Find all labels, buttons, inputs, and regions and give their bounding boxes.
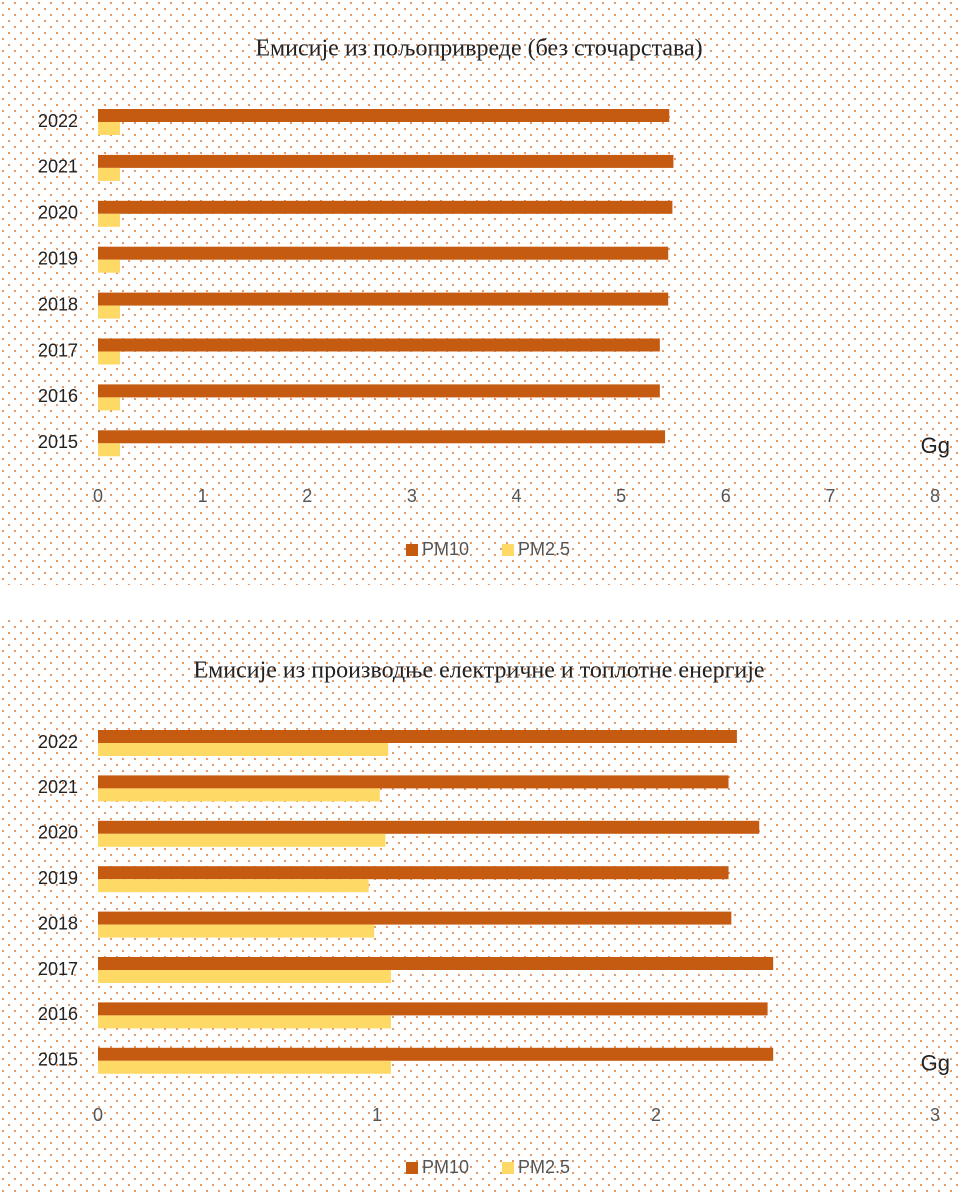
bar xyxy=(98,866,729,880)
bar xyxy=(98,970,391,983)
y-tick-label: 2019 xyxy=(38,868,78,888)
chart: Емисије из производње електричне и топло… xyxy=(38,658,950,1177)
bar xyxy=(98,259,120,273)
x-tick-label: 1 xyxy=(198,486,208,506)
y-tick-label: 2022 xyxy=(38,732,78,752)
x-tick-label: 5 xyxy=(616,486,626,506)
bar xyxy=(98,109,670,122)
legend-label: PM2.5 xyxy=(518,539,570,559)
bar xyxy=(98,246,669,260)
bar xyxy=(98,1002,768,1016)
bar xyxy=(98,775,729,789)
bar xyxy=(98,305,120,319)
chart-title: Емисије из производње електричне и топло… xyxy=(193,658,764,684)
y-tick-label: 2017 xyxy=(38,340,78,360)
chart-title: Емисије из пољопривреде (без сточарстава… xyxy=(255,36,702,62)
bar xyxy=(98,213,120,227)
chart-background xyxy=(0,620,958,1196)
bar xyxy=(98,338,660,352)
x-tick-label: 6 xyxy=(721,486,731,506)
bar xyxy=(98,384,660,398)
y-tick-label: 2017 xyxy=(38,959,78,979)
y-tick-label: 2020 xyxy=(38,203,78,223)
bar xyxy=(98,154,674,168)
bar xyxy=(98,1015,391,1029)
y-tick-label: 2022 xyxy=(38,111,78,131)
axis-label: Gg xyxy=(921,1051,950,1076)
chart: Емисије из пољопривреде (без сточарстава… xyxy=(38,36,950,559)
bar xyxy=(98,351,120,365)
axis-label: Gg xyxy=(921,433,950,458)
x-tick-label: 4 xyxy=(511,486,521,506)
legend-swatch xyxy=(406,544,418,556)
legend-swatch xyxy=(406,1162,418,1174)
bar xyxy=(98,833,386,847)
chart-background xyxy=(0,0,958,585)
y-tick-label: 2020 xyxy=(38,823,78,843)
x-tick-label: 3 xyxy=(407,486,417,506)
legend-swatch xyxy=(502,1162,514,1174)
bar xyxy=(98,820,760,834)
bar xyxy=(98,743,389,756)
bar xyxy=(98,443,120,457)
x-tick-label: 8 xyxy=(930,486,940,506)
y-tick-label: 2015 xyxy=(38,432,78,452)
y-tick-label: 2021 xyxy=(38,777,78,797)
y-tick-label: 2019 xyxy=(38,248,78,268)
bar xyxy=(98,1060,391,1074)
bar xyxy=(98,122,120,135)
legend-label: PM10 xyxy=(422,1157,469,1177)
bar xyxy=(98,957,774,970)
bar xyxy=(98,1047,774,1061)
bar xyxy=(98,430,666,444)
bar xyxy=(98,911,732,925)
x-tick-label: 0 xyxy=(93,486,103,506)
y-tick-label: 2018 xyxy=(38,294,78,314)
y-tick-label: 2018 xyxy=(38,913,78,933)
bar xyxy=(98,167,120,181)
x-tick-label: 2 xyxy=(302,486,312,506)
x-tick-label: 0 xyxy=(93,1105,103,1125)
bar xyxy=(98,788,380,802)
legend-swatch xyxy=(502,544,514,556)
bar xyxy=(98,924,375,938)
y-tick-label: 2021 xyxy=(38,157,78,177)
y-tick-label: 2016 xyxy=(38,386,78,406)
legend-label: PM2.5 xyxy=(518,1157,570,1177)
bar xyxy=(98,730,737,743)
x-tick-label: 1 xyxy=(372,1105,382,1125)
bar xyxy=(98,879,369,893)
bar xyxy=(98,292,669,306)
x-tick-label: 3 xyxy=(930,1105,940,1125)
x-tick-label: 2 xyxy=(651,1105,661,1125)
x-tick-label: 7 xyxy=(825,486,835,506)
bar xyxy=(98,397,120,411)
y-tick-label: 2016 xyxy=(38,1004,78,1024)
y-tick-label: 2015 xyxy=(38,1050,78,1070)
legend-label: PM10 xyxy=(422,539,469,559)
bar xyxy=(98,200,673,214)
